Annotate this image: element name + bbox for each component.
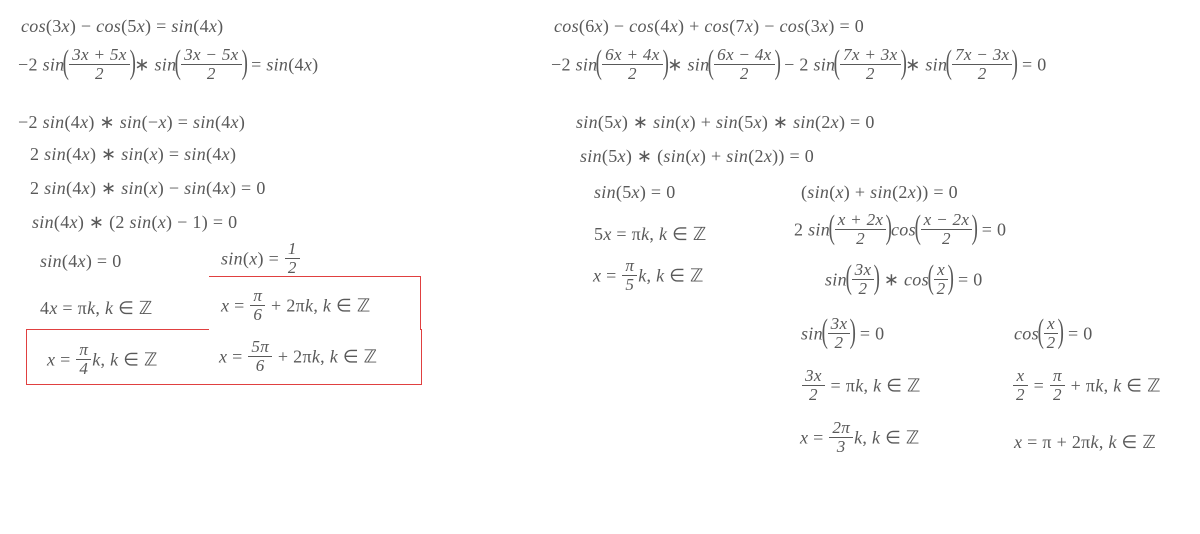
right-line-1: cos(6x) − cos(4x) + cos(7x) − cos(3x) = … [554, 16, 864, 37]
left-line-2: −2 sin(3x + 5x2)∗ sin(3x − 5x2) = sin(4x… [18, 48, 318, 85]
left-line-4: 2 sin(4x) ∗ sin(x) = sin(4x) [30, 144, 236, 165]
left-line-6: sin(4x) ∗ (2 sin(x) − 1) = 0 [32, 212, 237, 233]
frac-num: 3x − 5x [184, 45, 238, 64]
frac-den: 2 [978, 64, 987, 83]
frac-den: 2 [942, 229, 951, 248]
right-line-4: sin(5x) ∗ (sin(x) + sin(2x)) = 0 [580, 146, 814, 167]
left-branch-b1: sin(x) = 12 [221, 242, 301, 279]
right-colC-2: 3x2 = πk, k ∈ ℤ [801, 369, 921, 406]
frac-num: 6x + 4x [605, 45, 659, 64]
answer-box-top [209, 276, 421, 330]
right-colD-1: cos(x2) = 0 [1014, 317, 1093, 354]
frac-num: 2π [832, 418, 850, 437]
frac-den: 2 [288, 258, 297, 277]
frac-den: 2 [835, 333, 844, 352]
answer-box-top-left-edge [26, 329, 209, 330]
frac-den: 5 [625, 275, 634, 294]
frac-den: 2 [1047, 333, 1056, 352]
left-branch-a1: sin(4x) = 0 [40, 251, 122, 272]
frac-den: 2 [859, 279, 868, 298]
right-colB-2: 2 sin(x + 2x2)cos(x − 2x2) = 0 [794, 213, 1006, 250]
right-line-3: sin(5x) ∗ sin(x) + sin(5x) ∗ sin(2x) = 0 [576, 112, 875, 133]
left-line-5: 2 sin(4x) ∗ sin(x) − sin(4x) = 0 [30, 178, 266, 199]
frac-den: 2 [1053, 385, 1062, 404]
frac-num: π [625, 256, 634, 275]
math-worksheet: cos(3x) − cos(5x) = sin(4x) −2 sin(3x + … [0, 0, 1200, 534]
frac-num: x [1047, 314, 1055, 333]
frac-num: x [1016, 366, 1024, 385]
right-colA-2: 5x = πk, k ∈ ℤ [594, 224, 707, 245]
frac-den: 2 [1016, 385, 1025, 404]
right-line-2: −2 sin(6x + 4x2)∗ sin(6x − 4x2) − 2 sin(… [551, 48, 1047, 85]
right-colC-1: sin(3x2) = 0 [801, 317, 884, 354]
frac-num: π [1053, 366, 1062, 385]
frac-num: 1 [288, 239, 297, 258]
frac-den: 2 [628, 64, 637, 83]
frac-den: 2 [95, 64, 104, 83]
right-colD-3: x = π + 2πk, k ∈ ℤ [1014, 432, 1156, 453]
right-colC-3: x = 2π3k, k ∈ ℤ [800, 421, 920, 458]
frac-num: 6x − 4x [717, 45, 771, 64]
left-branch-a2: 4x = πk, k ∈ ℤ [40, 298, 153, 319]
left-line-1: cos(3x) − cos(5x) = sin(4x) [21, 16, 223, 37]
right-colB-1: (sin(x) + sin(2x)) = 0 [801, 182, 958, 203]
frac-num: 3x + 5x [72, 45, 126, 64]
frac-num: 7x + 3x [843, 45, 897, 64]
frac-num: x − 2x [924, 210, 970, 229]
right-colB-3: sin(3x2) ∗ cos(x2) = 0 [825, 263, 983, 300]
frac-den: 2 [740, 64, 749, 83]
right-colA-3: x = π5k, k ∈ ℤ [593, 259, 704, 296]
answer-box-bottom [26, 329, 422, 385]
frac-num: 3x [805, 366, 822, 385]
frac-den: 2 [207, 64, 216, 83]
frac-num: x + 2x [838, 210, 884, 229]
frac-den: 2 [856, 229, 865, 248]
frac-num: 3x [831, 314, 848, 333]
right-colD-2: x2 = π2 + πk, k ∈ ℤ [1012, 369, 1161, 406]
frac-num: x [937, 260, 945, 279]
left-line-3: −2 sin(4x) ∗ sin(−x) = sin(4x) [18, 112, 245, 133]
frac-num: 3x [855, 260, 872, 279]
frac-den: 2 [866, 64, 875, 83]
frac-den: 2 [809, 385, 818, 404]
frac-den: 3 [837, 437, 846, 456]
right-colA-1: sin(5x) = 0 [594, 182, 676, 203]
frac-num: 7x − 3x [955, 45, 1009, 64]
frac-den: 2 [937, 279, 946, 298]
